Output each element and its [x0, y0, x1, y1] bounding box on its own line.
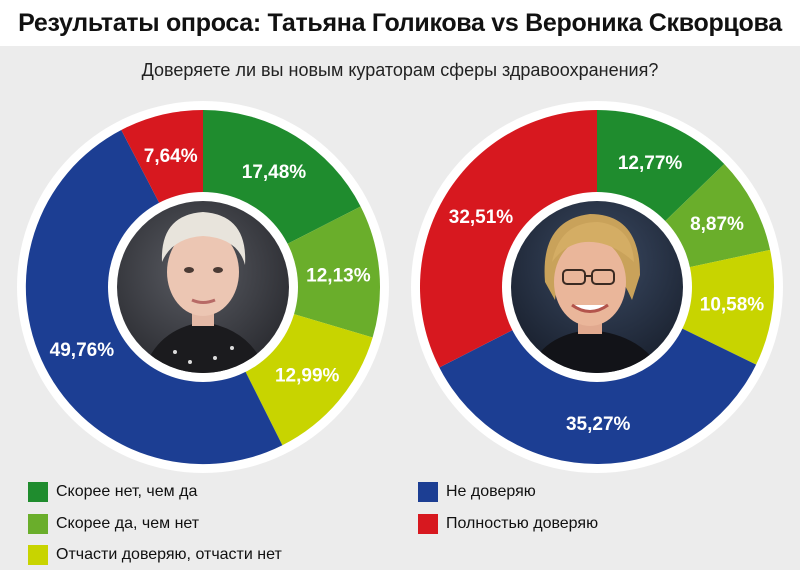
legend-swatch: [418, 482, 438, 502]
data-label-partially: 12,99%: [275, 365, 340, 386]
legend-label: Отчасти доверяю, отчасти нет: [56, 546, 282, 563]
title-bar: Результаты опроса: Татьяна Голикова vs В…: [0, 0, 800, 46]
legend-swatch: [28, 514, 48, 534]
legend-item-partially: Отчасти доверяю, отчасти нет: [28, 545, 282, 565]
data-label-somewhat-yes: 8,87%: [690, 214, 744, 235]
legend-label: Скорее нет, чем да: [56, 483, 198, 500]
data-label-no-trust: 49,76%: [50, 340, 115, 361]
legend-item-full-trust: Полностью доверяю: [418, 514, 598, 534]
legend-label: Не доверяю: [446, 483, 536, 500]
legend-swatch: [418, 514, 438, 534]
data-label-partially: 10,58%: [700, 295, 765, 316]
legend-swatch: [28, 482, 48, 502]
chart-subtitle: Доверяете ли вы новым кураторам сферы зд…: [141, 60, 659, 80]
legend-swatch: [28, 545, 48, 565]
page-title: Результаты опроса: Татьяна Голикова vs В…: [18, 8, 782, 37]
data-label-full-trust: 7,64%: [144, 146, 198, 167]
legend-item-somewhat-no: Скорее нет, чем да: [28, 482, 197, 502]
legend-item-no-trust: Не доверяю: [418, 482, 536, 502]
legend-label: Полностью доверяю: [446, 515, 599, 532]
golikova-portrait: [117, 201, 289, 373]
data-label-somewhat-no: 12,77%: [618, 153, 683, 174]
data-label-no-trust: 35,27%: [566, 414, 631, 435]
data-label-somewhat-yes: 12,13%: [306, 266, 371, 287]
data-label-full-trust: 32,51%: [449, 207, 514, 228]
data-label-somewhat-no: 17,48%: [242, 162, 307, 183]
legend-label: Скорее да, чем нет: [56, 515, 200, 532]
legend-item-somewhat-yes: Скорее да, чем нет: [28, 514, 199, 534]
